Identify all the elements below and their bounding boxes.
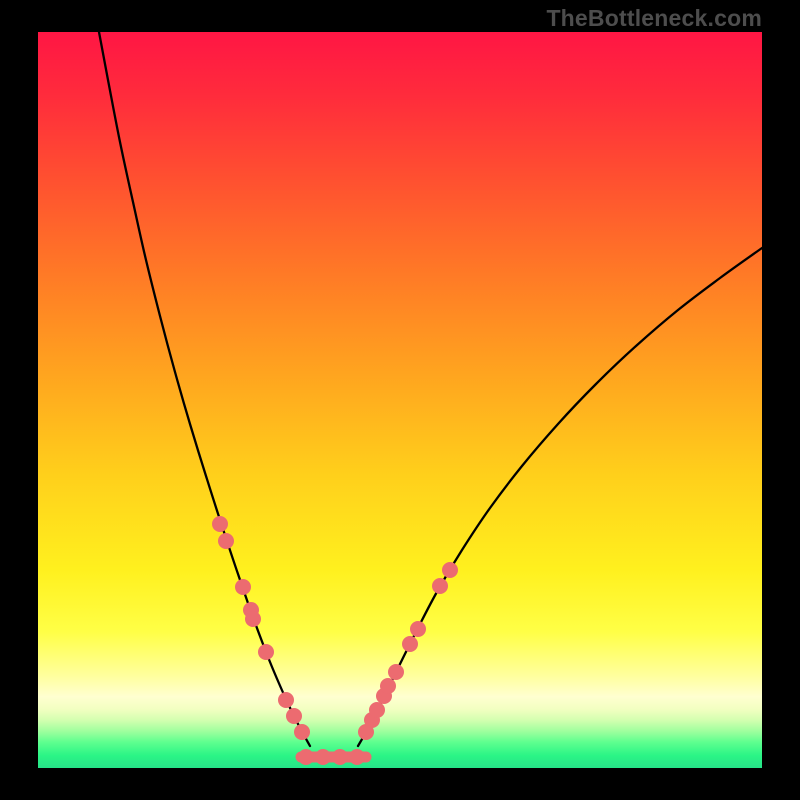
data-marker bbox=[298, 749, 314, 765]
curve-right bbox=[358, 248, 762, 746]
watermark-text: TheBottleneck.com bbox=[546, 5, 762, 32]
curve-left bbox=[99, 32, 310, 746]
data-marker bbox=[235, 579, 251, 595]
data-marker bbox=[402, 636, 418, 652]
data-marker bbox=[332, 749, 348, 765]
data-marker bbox=[245, 611, 261, 627]
marker-group bbox=[212, 516, 458, 765]
data-marker bbox=[349, 749, 365, 765]
data-marker bbox=[432, 578, 448, 594]
data-marker bbox=[218, 533, 234, 549]
data-marker bbox=[410, 621, 426, 637]
plot-area bbox=[38, 32, 762, 768]
data-marker bbox=[258, 644, 274, 660]
data-marker bbox=[369, 702, 385, 718]
data-marker bbox=[294, 724, 310, 740]
data-marker bbox=[442, 562, 458, 578]
data-marker bbox=[315, 749, 331, 765]
data-marker bbox=[286, 708, 302, 724]
data-marker bbox=[278, 692, 294, 708]
bottleneck-curve-chart bbox=[38, 32, 762, 768]
data-marker bbox=[388, 664, 404, 680]
data-marker bbox=[380, 678, 396, 694]
data-marker bbox=[212, 516, 228, 532]
